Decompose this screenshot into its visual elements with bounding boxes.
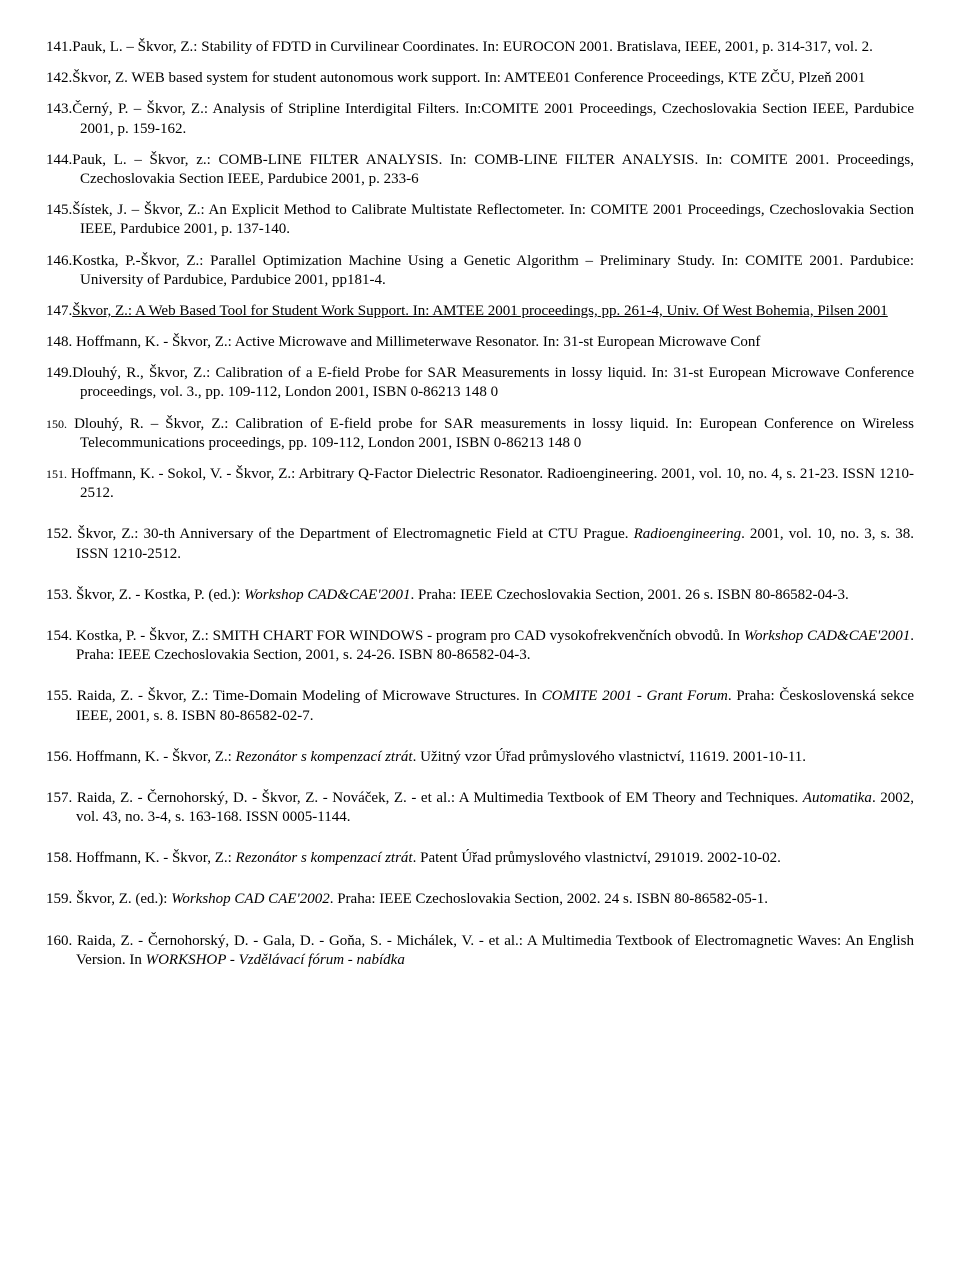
entry-text: Kostka, P.-Škvor, Z.: Parallel Optimizat… [72,253,914,288]
entry-text: Dlouhý, R. – Škvor, Z.: Calibration of E… [67,416,914,451]
entry-number: 155. [46,688,72,704]
bibliography-entry: 144.Pauk, L. – Škvor, z.: COMB-LINE FILT… [46,151,914,189]
bibliography-entry: 155. Raida, Z. - Škvor, Z.: Time-Domain … [46,687,914,725]
bibliography-entry: 151. Hoffmann, K. - Sokol, V. - Škvor, Z… [46,465,914,503]
entry-text: Škvor, Z.: A Web Based Tool for Student … [72,303,888,319]
entry-number: 154. [46,628,72,644]
entry-number: 142. [46,70,72,86]
bibliography-entry: 153. Škvor, Z. - Kostka, P. (ed.): Works… [46,586,914,605]
bibliography-entry: 152. Škvor, Z.: 30-th Anniversary of the… [46,525,914,563]
entry-text: Hoffmann, K. - Škvor, Z.: Rezonátor s ko… [72,850,781,866]
entry-number: 152. [46,526,72,542]
entry-number: 160. [46,933,72,949]
bibliography-entry: 148. Hoffmann, K. - Škvor, Z.: Active Mi… [46,333,914,352]
bibliography-entry: 142.Škvor, Z. WEB based system for stude… [46,69,914,88]
entry-text: Raida, Z. - Černohorský, D. - Gala, D. -… [72,933,914,968]
entry-number: 156. [46,749,72,765]
entry-text: Škvor, Z. - Kostka, P. (ed.): Workshop C… [72,587,849,603]
entry-text: Hoffmann, K. - Škvor, Z.: Rezonátor s ko… [72,749,806,765]
bibliography-entry: 159. Škvor, Z. (ed.): Workshop CAD CAE'2… [46,890,914,909]
entry-text: Šístek, J. – Škvor, Z.: An Explicit Meth… [72,202,914,237]
bibliography-entry: 160. Raida, Z. - Černohorský, D. - Gala,… [46,932,914,970]
entry-number: 151. [46,466,67,482]
bibliography-entry: 158. Hoffmann, K. - Škvor, Z.: Rezonátor… [46,849,914,868]
bibliography-entry: 150. Dlouhý, R. – Škvor, Z.: Calibration… [46,415,914,453]
bibliography-entry: 157. Raida, Z. - Černohorský, D. - Škvor… [46,789,914,827]
bibliography-entry: 143.Černý, P. – Škvor, Z.: Analysis of S… [46,100,914,138]
entry-text: Pauk, L. – Škvor, z.: COMB-LINE FILTER A… [72,152,914,187]
entry-text: Škvor, Z.: 30-th Anniversary of the Depa… [72,526,914,561]
entry-number: 159. [46,891,72,907]
entry-number: 158. [46,850,72,866]
entry-text: Černý, P. – Škvor, Z.: Analysis of Strip… [72,101,914,136]
bibliography-entry: 146.Kostka, P.-Škvor, Z.: Parallel Optim… [46,252,914,290]
entry-number: 148. [46,334,72,350]
entry-number: 157. [46,790,72,806]
entry-number: 144. [46,152,72,168]
entry-number: 150. [46,416,67,432]
entry-text: Raida, Z. - Škvor, Z.: Time-Domain Model… [72,688,914,723]
bibliography-list: 141.Pauk, L. – Škvor, Z.: Stability of F… [46,38,914,970]
entry-number: 153. [46,587,72,603]
entry-number: 146. [46,253,72,269]
entry-text: Hoffmann, K. - Sokol, V. - Škvor, Z.: Ar… [67,466,914,501]
entry-number: 145. [46,202,72,218]
entry-text: Pauk, L. – Škvor, Z.: Stability of FDTD … [72,39,873,55]
bibliography-entry: 145.Šístek, J. – Škvor, Z.: An Explicit … [46,201,914,239]
entry-text: Hoffmann, K. - Škvor, Z.: Active Microwa… [72,334,760,350]
entry-number: 149. [46,365,72,381]
entry-number: 147. [46,303,72,319]
entry-text: Škvor, Z. (ed.): Workshop CAD CAE'2002. … [72,891,768,907]
bibliography-entry: 156. Hoffmann, K. - Škvor, Z.: Rezonátor… [46,748,914,767]
entry-text: Kostka, P. - Škvor, Z.: SMITH CHART FOR … [72,628,914,663]
bibliography-entry: 149.Dlouhý, R., Škvor, Z.: Calibration o… [46,364,914,402]
bibliography-entry: 154. Kostka, P. - Škvor, Z.: SMITH CHART… [46,627,914,665]
entry-number: 143. [46,101,72,117]
entry-text: Raida, Z. - Černohorský, D. - Škvor, Z. … [72,790,914,825]
entry-text: Dlouhý, R., Škvor, Z.: Calibration of a … [72,365,914,400]
bibliography-entry: 147.Škvor, Z.: A Web Based Tool for Stud… [46,302,914,321]
entry-text: Škvor, Z. WEB based system for student a… [72,70,865,86]
entry-number: 141. [46,39,72,55]
bibliography-entry: 141.Pauk, L. – Škvor, Z.: Stability of F… [46,38,914,57]
